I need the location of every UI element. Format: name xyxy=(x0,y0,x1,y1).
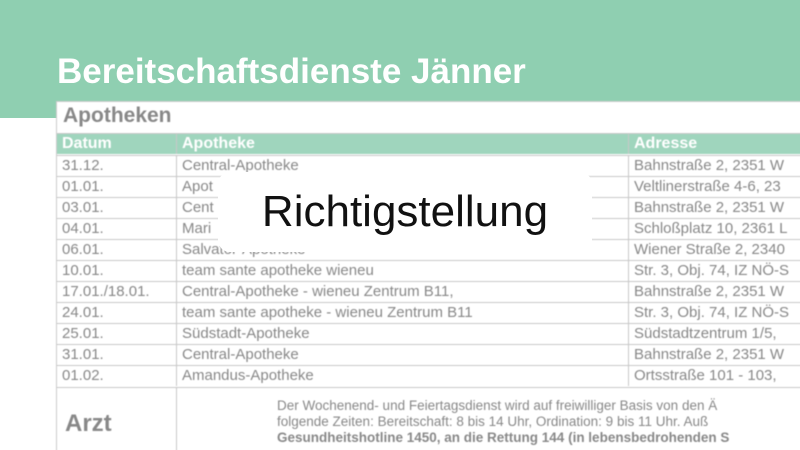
cell: Adresse xyxy=(628,134,800,154)
cell: 06.01. xyxy=(62,241,104,258)
cell: 03.01. xyxy=(62,199,104,216)
cell: Mari xyxy=(176,219,628,239)
cell: 10.01. xyxy=(62,262,104,279)
cell: team sante apotheke - wieneu Zentrum B11 xyxy=(176,303,628,323)
cell: Bahnstraße 2, 2351 W xyxy=(628,345,800,365)
header-row: Datum Apotheke Adresse xyxy=(57,133,800,154)
text-line: Der Wochenend- und Feiertagsdienst wird … xyxy=(277,398,718,413)
cell: Datum xyxy=(62,135,112,152)
cell: Apot xyxy=(176,177,628,197)
cell: Südstadt-Apotheke xyxy=(176,324,628,344)
table-row: 24.01. team sante apotheke - wieneu Zentr… xyxy=(57,302,800,323)
cell: 25.01. xyxy=(62,325,104,342)
table-row: 31.01. Central-Apotheke Bahnstraße 2, 2351… xyxy=(57,344,800,365)
text-line: Gesundheitshotline 1450, an die Rettung … xyxy=(277,430,730,445)
table-row: 17.01./18.01. Central-Apotheke - wieneu Z… xyxy=(57,281,800,302)
cell: 01.01. xyxy=(62,178,104,195)
table-row: 25.01. Südstadt-Apotheke Südstadtzentrum 1… xyxy=(57,323,800,344)
cell: Schloßplatz 10, 2361 L xyxy=(628,219,800,239)
doctor-row: Arzt Der Wochenend- und Feiertagsdienst … xyxy=(57,387,800,450)
cell: 31.12. xyxy=(62,157,104,174)
cell: Central-Apotheke xyxy=(176,345,628,365)
doctor-text: Der Wochenend- und Feiertagsdienst wird … xyxy=(176,388,800,450)
cell: Central-Apotheke - wieneu Zentrum B11, xyxy=(176,282,628,302)
cell: Wiener Straße 2, 2340 xyxy=(628,240,800,260)
cell: Bahnstraße 2, 2351 W xyxy=(628,282,800,302)
cell: Südstadtzentrum 1/5, xyxy=(628,324,800,344)
cell: Cent xyxy=(176,198,628,218)
cell: 04.01. xyxy=(62,220,104,237)
cell: Bahnstraße 2, 2351 W xyxy=(628,198,800,218)
cell: Ortsstraße 101 - 103, xyxy=(628,366,800,386)
cell: Amandus-Apotheke xyxy=(176,366,628,386)
cell: Veltlinerstraße 4-6, 23 xyxy=(628,177,800,197)
cell: 01.02. xyxy=(62,367,104,384)
cell: Bahnstraße 2, 2351 W xyxy=(628,156,800,176)
table-row: 01.02. Amandus-Apotheke Ortsstraße 101 - 1… xyxy=(57,365,800,386)
cell: Str. 3, Obj. 74, IZ NÖ-S xyxy=(628,303,800,323)
cell: Str. 3, Obj. 74, IZ NÖ-S xyxy=(628,261,800,281)
header-band xyxy=(0,0,800,118)
cell: 17.01./18.01. xyxy=(62,283,150,300)
text-line: folgende Zeiten: Bereitschaft: 8 bis 14 … xyxy=(277,414,709,429)
document: Apotheken Arzt Der Wochenend- und Feiert… xyxy=(56,101,800,450)
cell: 24.01. xyxy=(62,304,104,321)
overlay-badge: Richtigstellung xyxy=(218,172,592,252)
cell: Central-Apotheke xyxy=(176,156,628,176)
cell: team sante apotheke wieneu xyxy=(176,261,628,281)
section-title: Apotheken xyxy=(63,104,172,127)
title: Bereitschaftsdienste Jänner xyxy=(57,52,526,91)
table-row: 10.01. team sante apotheke wieneu Str. 3, … xyxy=(57,260,800,281)
table-row: 31.12. Central-Apotheke Bahnstraße 2, 2351… xyxy=(57,155,800,176)
cell: 31.01. xyxy=(62,346,104,363)
doctor-label: Arzt xyxy=(65,410,112,437)
cell: Apotheke xyxy=(176,134,628,154)
